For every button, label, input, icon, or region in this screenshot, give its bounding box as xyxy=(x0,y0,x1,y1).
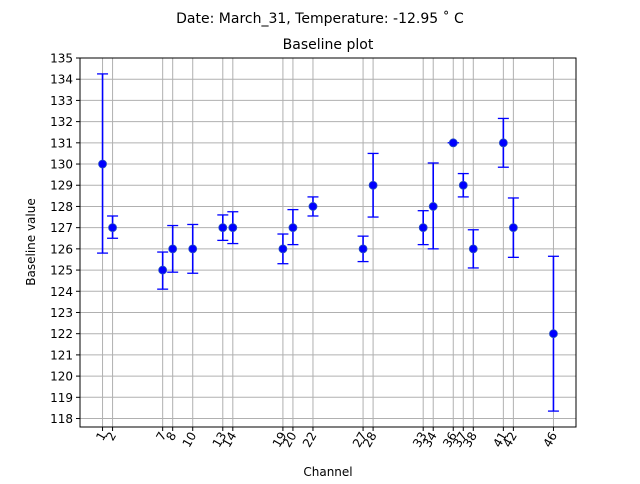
y-tick-label: 133 xyxy=(50,94,73,108)
y-tick-label: 121 xyxy=(50,348,73,362)
x-tick-label: 37 xyxy=(450,430,470,450)
data-point xyxy=(428,202,438,211)
x-tick-label: 28 xyxy=(360,430,380,450)
data-point xyxy=(188,244,198,254)
data-point xyxy=(218,223,228,233)
y-tick-label: 122 xyxy=(50,327,73,341)
y-tick-label: 119 xyxy=(50,391,73,405)
data-point xyxy=(549,329,558,339)
data-point xyxy=(418,223,428,233)
y-tick-label: 131 xyxy=(50,136,73,150)
y-axis-ticks: 118 119 120 121 122 123 124 125 126 127 128 129 130 1… xyxy=(50,52,80,426)
data-point xyxy=(278,244,288,254)
grid-lines xyxy=(80,57,576,427)
figure-suptitle: Date: March_31, Temperature: -12.95 ˚ C xyxy=(176,10,464,27)
x-tick-label: 14 xyxy=(220,430,240,450)
y-tick-label: 120 xyxy=(50,370,73,384)
axes-frame xyxy=(79,57,577,428)
x-tick-label: 27 xyxy=(350,430,370,450)
x-tick-label: 36 xyxy=(440,430,460,450)
data-point xyxy=(308,202,318,211)
y-tick-label: 135 xyxy=(50,52,73,66)
data-points xyxy=(98,138,558,339)
y-tick-label: 127 xyxy=(50,221,73,235)
data-point xyxy=(458,180,468,190)
chart-title: Baseline plot xyxy=(283,37,374,53)
data-point xyxy=(168,244,178,254)
data-point xyxy=(358,244,368,254)
data-point xyxy=(368,180,378,190)
x-tick-label: 19 xyxy=(270,430,290,450)
error-bars xyxy=(97,73,559,412)
data-point xyxy=(228,223,238,233)
data-point xyxy=(468,244,478,254)
x-tick-label: 41 xyxy=(490,430,510,450)
x-tick-label: 13 xyxy=(210,430,230,450)
data-point xyxy=(448,138,458,148)
y-tick-label: 123 xyxy=(50,306,73,320)
x-tick-label: 33 xyxy=(410,430,430,450)
data-point xyxy=(158,265,168,275)
data-point xyxy=(498,138,508,148)
y-tick-label: 130 xyxy=(50,158,73,172)
data-point xyxy=(508,223,518,233)
x-tick-label: 20 xyxy=(280,430,300,450)
x-tick-label: 22 xyxy=(300,430,320,450)
x-tick-label: 38 xyxy=(460,430,480,450)
y-tick-label: 128 xyxy=(50,200,73,214)
y-tick-label: 125 xyxy=(50,264,73,278)
y-tick-label: 126 xyxy=(50,242,73,256)
x-tick-label: 42 xyxy=(500,430,520,450)
x-tick-label: 10 xyxy=(180,430,200,450)
x-axis-label: Channel xyxy=(303,465,352,479)
y-tick-label: 134 xyxy=(50,73,73,87)
x-tick-label: 46 xyxy=(540,430,560,450)
y-tick-label: 118 xyxy=(50,412,73,426)
y-tick-label: 129 xyxy=(50,179,73,193)
x-tick-label: 34 xyxy=(420,430,440,450)
data-point xyxy=(288,223,298,233)
data-point xyxy=(98,159,107,169)
y-axis-label: Baseline value xyxy=(24,198,38,285)
data-point xyxy=(108,223,117,233)
y-tick-label: 124 xyxy=(50,285,73,299)
y-tick-label: 132 xyxy=(50,115,73,129)
